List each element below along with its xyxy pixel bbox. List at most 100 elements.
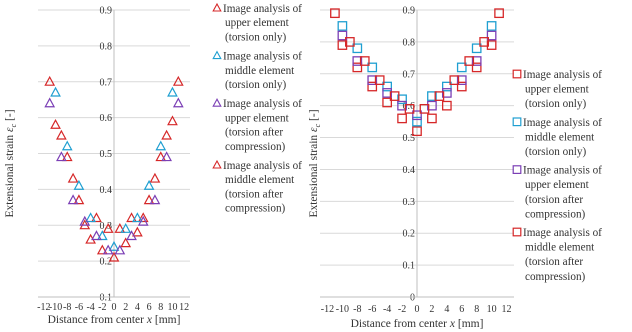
legend-label: Image analysis of <box>223 160 302 172</box>
data-point-series-1 <box>494 8 504 19</box>
data-point-series-2 <box>412 116 422 127</box>
x-tick-label: -2 <box>98 302 106 313</box>
data-point-series-4 <box>374 75 385 86</box>
y-tick-label: 0.2 <box>403 229 416 240</box>
x-tick-label: -12 <box>37 302 50 313</box>
x-tick-label: -6 <box>368 304 376 315</box>
data-point-series-1 <box>486 40 497 50</box>
y-tick-label: 0.5 <box>100 149 113 160</box>
data-point-series-3 <box>456 75 467 86</box>
data-point-series-2 <box>486 21 497 31</box>
data-point-series-2 <box>352 43 363 54</box>
x-tick-label: 12 <box>179 302 189 313</box>
legend-label: compression) <box>525 208 586 220</box>
x-tick-label: 6 <box>147 302 152 313</box>
data-point-series-1 <box>456 81 467 92</box>
y-tick-label: 0.1 <box>403 261 416 272</box>
legend-label: upper element <box>225 17 290 29</box>
data-point-series-1 <box>120 237 132 248</box>
y-tick-label: 0 <box>410 293 415 304</box>
data-point-series-3 <box>412 110 422 121</box>
data-point-series-1 <box>143 194 155 205</box>
data-point-series-3 <box>44 97 56 108</box>
y-tick-label: 0.3 <box>403 197 416 208</box>
y-tick-label: 0.2 <box>100 257 113 268</box>
legend-label: (torsion after <box>225 188 283 200</box>
data-point-series-1 <box>44 75 56 86</box>
y-tick-label: 0.7 <box>403 69 416 80</box>
data-point-series-3 <box>352 56 363 66</box>
data-point-series-4 <box>479 37 490 47</box>
data-point-series-3 <box>137 215 149 226</box>
legend-marker-4 <box>212 159 222 169</box>
x-tick-label: 6 <box>459 304 464 315</box>
x-tick-label: -8 <box>63 302 71 313</box>
data-point-series-3 <box>382 88 393 98</box>
y-tick-label: 0.3 <box>100 221 113 232</box>
x-tick-label: -12 <box>321 304 334 315</box>
data-point-series-3 <box>67 194 79 205</box>
data-point-series-4 <box>434 91 445 101</box>
data-point-series-2 <box>337 21 348 31</box>
data-point-series-2 <box>167 86 178 97</box>
data-point-series-2 <box>397 94 407 105</box>
y-tick-label: 0.5 <box>403 133 416 144</box>
data-point-series-2 <box>61 140 73 151</box>
legend-label: upper element <box>225 112 290 124</box>
x-tick-label: 8 <box>474 304 479 315</box>
legend-label: Image analysis of <box>523 227 602 239</box>
legend-label: middle element <box>225 174 295 186</box>
data-point-series-1 <box>352 62 363 73</box>
data-point-series-3 <box>126 230 137 241</box>
data-point-series-3 <box>161 151 172 162</box>
data-point-series-1 <box>167 115 178 126</box>
data-point-series-1 <box>427 113 437 124</box>
data-point-series-2 <box>155 140 167 151</box>
data-point-series-3 <box>441 88 452 98</box>
y-tick-label: 0.4 <box>403 165 416 176</box>
data-point-series-4 <box>359 56 370 66</box>
data-point-series-2 <box>441 81 452 92</box>
legend-label: compression) <box>525 271 586 283</box>
data-point-series-3 <box>149 194 161 205</box>
x-tick-label: 2 <box>123 302 128 313</box>
legend-marker-1 <box>512 69 522 79</box>
data-point-series-1 <box>397 113 407 124</box>
data-point-series-2 <box>50 86 61 97</box>
y-tick-label: 0.6 <box>100 113 113 124</box>
data-point-series-4 <box>449 75 460 86</box>
legend-label: Image analysis of <box>523 117 602 129</box>
data-point-series-1 <box>73 194 85 205</box>
data-point-series-1 <box>108 251 120 262</box>
data-point-series-2 <box>367 62 378 73</box>
x-tick-label: -4 <box>86 302 94 313</box>
x-tick-label: 0 <box>415 304 420 315</box>
data-point-series-3 <box>91 230 102 241</box>
y-tick-label: 0.4 <box>100 185 113 196</box>
data-point-series-2 <box>73 179 85 190</box>
x-tick-label: -8 <box>353 304 361 315</box>
data-point-series-3 <box>471 56 482 66</box>
data-point-series-1 <box>149 172 161 183</box>
data-point-series-2 <box>108 240 120 251</box>
x-tick-label: 0 <box>112 302 117 313</box>
data-point-series-1 <box>471 62 482 73</box>
legend-label: (torsion after <box>225 127 283 139</box>
data-point-series-3 <box>337 30 348 41</box>
x-tick-label: -4 <box>383 304 391 315</box>
legend-label: (torsion only) <box>525 98 586 110</box>
data-point-series-2 <box>85 212 96 223</box>
data-point-series-1 <box>172 75 184 86</box>
data-point-series-1 <box>61 151 73 162</box>
data-point-series-2 <box>143 179 155 190</box>
legend-label: (torsion after <box>525 194 583 206</box>
legend-label: (torsion only) <box>525 146 586 158</box>
legend-label: upper element <box>525 84 590 96</box>
data-point-series-3 <box>56 151 67 162</box>
legend-label: compression) <box>225 141 286 153</box>
data-point-series-2 <box>382 81 393 92</box>
legend-label: (torsion after <box>525 256 583 268</box>
data-point-series-1 <box>412 126 422 137</box>
legend-label: Image analysis of <box>223 98 302 110</box>
